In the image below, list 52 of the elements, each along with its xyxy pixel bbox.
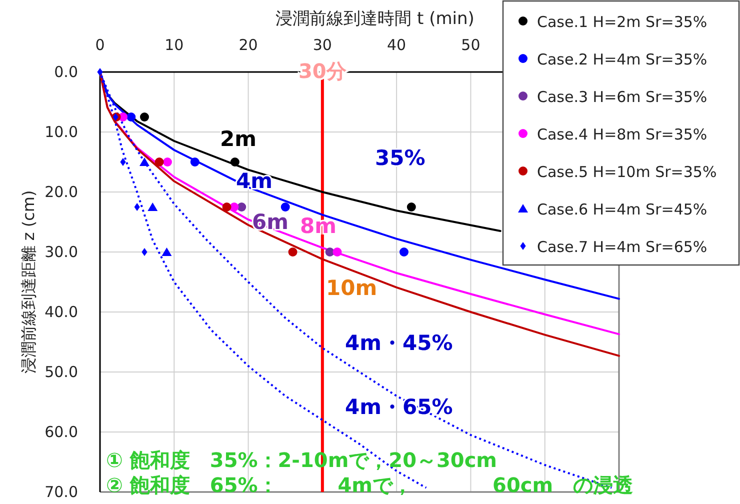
annotation: 4m・45% <box>345 331 453 355</box>
point <box>237 202 246 212</box>
y-tick-label: 40.0 <box>44 303 78 321</box>
legend-label: Case.6 H=4m Sr=45% <box>537 200 708 218</box>
x-tick-label: 30 <box>312 36 332 54</box>
point <box>332 248 342 256</box>
annotation: 4m <box>236 169 272 193</box>
annotation: 10m <box>326 276 378 300</box>
y-axis-title: 浸潤前線到達距離 z (cm) <box>19 190 38 374</box>
x-tick-label: 40 <box>387 36 406 54</box>
point <box>325 248 334 256</box>
y-tick-label: 20.0 <box>44 183 78 201</box>
x-tick-label: 0 <box>95 36 105 54</box>
x-axis-title: 浸潤前線到達時間 t (min) <box>276 9 474 29</box>
y-tick-label: 0.0 <box>54 63 78 81</box>
point <box>154 158 164 166</box>
legend-label: Case.1 H=2m Sr=35% <box>537 13 708 31</box>
y-tick-label: 30.0 <box>44 243 78 261</box>
point <box>120 158 126 166</box>
annotation: 35% <box>375 146 426 170</box>
x-tick-label: 50 <box>461 36 480 54</box>
legend-label: Case.7 H=4m Sr=65% <box>537 238 708 256</box>
legend-label: Case.5 H=10m Sr=35% <box>537 163 717 181</box>
point <box>399 248 408 256</box>
point <box>162 158 172 166</box>
x-tick-label: 20 <box>238 36 258 54</box>
y-tick-label: 50.0 <box>44 363 78 381</box>
point <box>139 158 150 166</box>
point <box>126 112 136 122</box>
legend-label: Case.3 H=6m Sr=35% <box>537 88 708 106</box>
annotation: 2m <box>220 127 256 151</box>
point <box>280 202 290 212</box>
point <box>230 202 239 212</box>
point <box>112 113 118 121</box>
y-tick-label: 60.0 <box>44 423 78 441</box>
legend-label: Case.4 H=8m Sr=35% <box>537 126 708 144</box>
legend-label: Case.2 H=4m Sr=35% <box>537 50 708 68</box>
point <box>406 202 416 212</box>
point <box>230 158 240 166</box>
point <box>288 248 298 256</box>
y-tick-label: 10.0 <box>44 123 78 141</box>
point <box>97 68 103 76</box>
annotation: 6m <box>252 210 288 234</box>
point <box>134 203 140 211</box>
x-tick-label: 10 <box>164 36 184 54</box>
point <box>148 202 158 211</box>
point <box>142 248 148 256</box>
point <box>162 248 172 256</box>
point <box>222 202 232 212</box>
point <box>140 112 149 122</box>
y-tick-label: 70.0 <box>44 483 78 501</box>
point <box>190 158 200 166</box>
